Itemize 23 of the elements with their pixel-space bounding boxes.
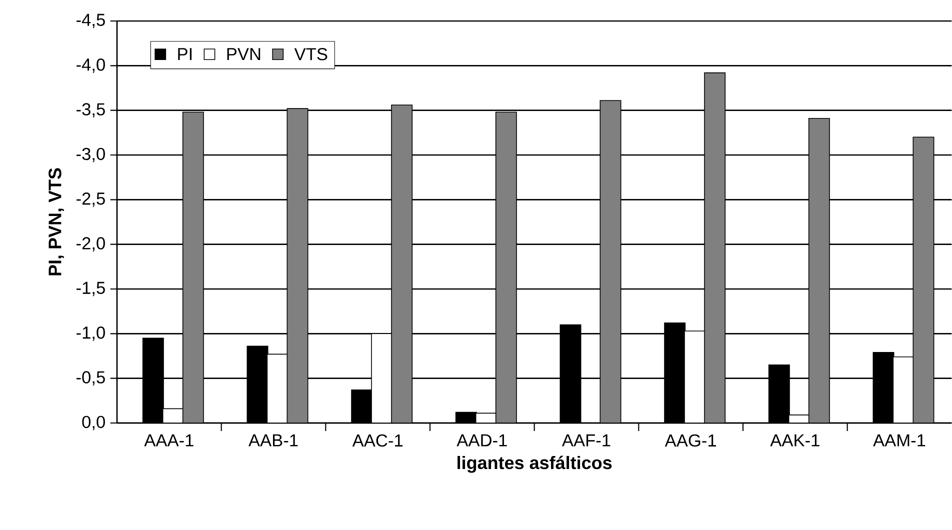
y-tick-label: -3,5 bbox=[76, 103, 105, 118]
y-tick-label: -0,5 bbox=[76, 371, 105, 386]
x-tick-label: AAD-1 bbox=[456, 434, 507, 446]
legend-label: PVN bbox=[227, 48, 260, 60]
y-tick-label: -4,5 bbox=[76, 14, 105, 28]
legend-label: VTS bbox=[294, 48, 328, 60]
y-tick-label: -4,0 bbox=[76, 58, 105, 73]
y-tick-label: -2,0 bbox=[76, 237, 105, 252]
x-tick-label: AAM-1 bbox=[873, 434, 926, 446]
y-tick-label: -1,0 bbox=[76, 326, 105, 341]
x-tick-label: AAB-1 bbox=[248, 434, 298, 446]
y-tick-label: -1,5 bbox=[76, 282, 105, 296]
x-tick-label: AAK-1 bbox=[770, 434, 820, 446]
x-tick-label: AAG-1 bbox=[664, 434, 716, 447]
y-tick-label: -3,0 bbox=[76, 148, 105, 162]
y-tick-label: 0,0 bbox=[82, 416, 105, 430]
legend-label: PI bbox=[178, 48, 192, 60]
x-tick-label: AAC-1 bbox=[352, 434, 403, 447]
y-tick-label: -2,5 bbox=[76, 192, 105, 207]
x-tick-label: AAF-1 bbox=[562, 434, 610, 446]
x-tick-label: AAA-1 bbox=[144, 434, 194, 446]
y-axis-title: PI, PVN, VTS bbox=[48, 168, 64, 276]
x-axis-title: ligantes asfálticos bbox=[458, 456, 612, 473]
